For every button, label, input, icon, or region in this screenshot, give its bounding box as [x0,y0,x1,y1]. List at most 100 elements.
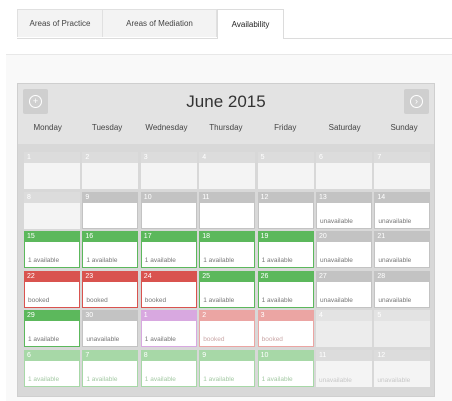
day-number: 7 [374,152,431,163]
calendar-day-cell[interactable]: 7 1 available [82,349,139,387]
calendar-day-cell[interactable]: 13 unavailable [316,191,372,229]
calendar-day-cell[interactable]: 6 [316,152,372,189]
calendar-day-cell[interactable]: 11 [199,191,256,229]
day-status: unavailable [320,257,353,264]
day-body: unavailable [82,321,139,347]
day-body: unavailable [316,360,372,387]
day-number: 9 [82,191,139,203]
day-body: 1 available [140,242,197,268]
calendar-day-cell[interactable]: 10 1 available [257,349,314,387]
calendar-day-cell[interactable]: 29 1 available [24,310,80,347]
calendar-day-cell[interactable]: 2 [82,152,139,189]
calendar-day-cell[interactable]: 7 [374,152,431,189]
tab-availability[interactable]: Availability [217,9,284,39]
day-number: 20 [316,231,372,242]
calendar-day-cell[interactable]: 12 [257,191,314,229]
day-body: booked [82,281,139,308]
calendar-day-cell[interactable]: 9 [82,191,139,229]
day-body [82,202,139,229]
calendar-day-cell[interactable]: 2 booked [199,310,256,347]
day-status: unavailable [86,336,120,343]
day-number: 8 [140,349,197,361]
calendar-day-cell[interactable]: 27 unavailable [316,270,372,308]
calendar-day-cell[interactable]: 6 1 available [24,349,80,387]
day-status: booked [144,296,167,304]
day-body: unavailable [316,281,372,308]
next-month-button[interactable]: › [404,89,429,114]
day-status: booked [28,296,50,304]
prev-month-button[interactable]: + [23,89,48,114]
calendar-day-cell[interactable]: 3 booked [257,310,314,347]
calendar-day-cell[interactable]: 8 1 available [140,349,197,387]
day-number: 3 [257,310,314,321]
day-body [374,321,431,347]
calendar-day-cell[interactable]: 20 unavailable [316,231,372,268]
calendar-day-cell[interactable]: 22 booked [24,270,80,308]
calendar-day-cell[interactable]: 5 [374,310,431,347]
calendar-day-cell[interactable]: 21 unavailable [374,231,431,268]
day-body: unavailable [374,360,431,387]
day-number: 14 [374,191,431,203]
day-number: 7 [82,349,139,361]
calendar-day-cell[interactable]: 23 booked [82,270,139,308]
tab-areas-of-practice[interactable]: Areas of Practice [17,9,103,37]
calendar-day-cell[interactable]: 1 [24,152,80,189]
availability-calendar: + June 2015 › Monday Tuesday Wednesday T… [17,83,435,397]
day-number: 5 [374,310,431,321]
tab-bar: Areas of Practice Areas of Mediation Ava… [17,9,452,39]
calendar-day-cell[interactable]: 11 unavailable [316,349,372,387]
day-number: 9 [199,349,256,361]
calendar-day-cell[interactable]: 14 unavailable [374,191,431,229]
day-body: 1 available [199,242,256,268]
day-number: 26 [257,270,314,282]
day-number: 10 [140,191,197,203]
day-status: 1 available [261,257,293,264]
day-body: 1 available [82,360,139,387]
calendar-day-cell[interactable]: 8 [24,191,80,229]
calendar-day-cell[interactable]: 9 1 available [199,349,256,387]
calendar-day-cell[interactable]: 16 1 available [82,231,139,268]
day-body: 1 available [257,242,314,268]
day-body: 1 available [199,360,256,387]
day-status: 1 available [86,375,118,383]
day-number: 22 [24,270,80,282]
day-status: 1 available [203,375,235,383]
calendar-day-cell[interactable]: 4 [199,152,256,189]
day-number: 10 [257,349,314,361]
calendar-day-cell[interactable]: 4 [316,310,372,347]
day-body [257,202,314,229]
day-status: 1 available [203,296,235,304]
circle-chevron-right-icon: › [410,95,423,108]
day-number: 18 [199,231,256,242]
calendar-day-cell[interactable]: 30 unavailable [82,310,139,347]
day-body: unavailable [316,242,372,268]
calendar-day-cell[interactable]: 10 [140,191,197,229]
calendar-day-cell[interactable]: 5 [257,152,314,189]
day-number: 16 [82,231,139,242]
calendar-day-cell[interactable]: 28 unavailable [374,270,431,308]
calendar-day-cell[interactable]: 25 1 available [199,270,256,308]
day-number: 5 [257,152,314,163]
day-body: 1 available [24,321,80,347]
calendar-day-cell[interactable]: 12 unavailable [374,349,431,387]
calendar-day-cell[interactable]: 24 booked [140,270,197,308]
calendar-day-cell[interactable]: 3 [140,152,197,189]
day-body [316,321,372,347]
day-body: booked [140,281,197,308]
calendar-day-cell[interactable]: 1 1 available [140,310,197,347]
tab-areas-of-mediation[interactable]: Areas of Mediation [103,9,217,37]
calendar-day-cell[interactable]: 15 1 available [24,231,80,268]
day-number: 6 [24,349,80,361]
calendar-day-cell[interactable]: 19 1 available [257,231,314,268]
day-number: 13 [316,191,372,203]
day-status: unavailable [377,376,411,384]
day-status: 1 available [86,257,118,264]
day-body: unavailable [374,242,431,268]
day-status: 1 available [28,375,60,383]
day-number: 23 [82,270,139,282]
calendar-day-cell[interactable]: 18 1 available [199,231,256,268]
calendar-day-cell[interactable]: 26 1 available [257,270,314,308]
day-body: 1 available [140,360,197,387]
calendar-day-cell[interactable]: 17 1 available [140,231,197,268]
day-number: 4 [316,310,372,321]
